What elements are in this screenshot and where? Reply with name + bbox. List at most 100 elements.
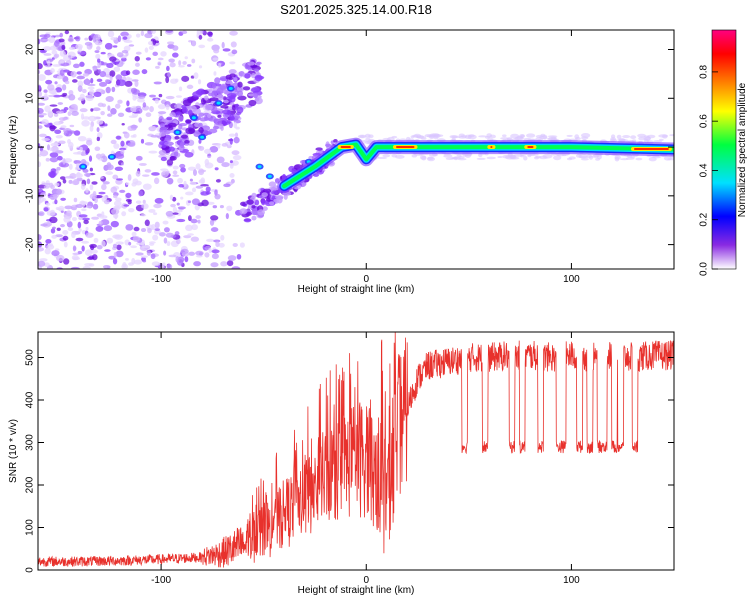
halo-blob [525, 133, 536, 138]
noise-blob [175, 239, 181, 245]
noise-blob [176, 202, 180, 206]
noise-blob [49, 125, 57, 130]
noise-blob [197, 219, 201, 224]
noise-blob [121, 211, 127, 217]
band-blob [216, 87, 224, 95]
noise-blob [229, 61, 236, 65]
noise-blob [189, 178, 193, 182]
band-blob [221, 119, 231, 126]
band-blob [247, 61, 255, 66]
noise-blob [192, 169, 197, 177]
noise-blob [50, 228, 56, 234]
noise-blob [144, 219, 150, 227]
band-blob [168, 146, 175, 152]
noise-blob [151, 172, 160, 176]
noise-blob [128, 207, 135, 213]
noise-blob [113, 200, 122, 207]
noise-blob [195, 185, 204, 189]
halo-blob [647, 134, 656, 139]
noise-blob [166, 177, 174, 185]
x-tick-label: 0 [363, 575, 369, 586]
noise-blob [213, 48, 220, 54]
noise-blob [165, 76, 170, 84]
band-blob [251, 205, 256, 209]
noise-blob [60, 197, 66, 201]
noise-blob [187, 215, 192, 222]
halo-blob [635, 157, 643, 161]
noise-blob [81, 150, 86, 156]
noise-blob [40, 223, 48, 227]
band-blob [204, 104, 213, 111]
noise-blob [191, 198, 200, 206]
band-blob [198, 127, 204, 134]
y-tick-label: 500 [25, 349, 36, 366]
snr-panel: -100 0 100 0 100 200 300 400 500 Height of strai… [8, 331, 675, 596]
noise-blob [152, 234, 159, 241]
hot-spot-core [109, 155, 114, 159]
band-blob [257, 209, 265, 216]
noise-blob [51, 50, 58, 55]
band-blob [207, 113, 212, 119]
noise-blob [67, 130, 76, 134]
noise-blob [214, 193, 221, 200]
noise-blob [43, 185, 50, 189]
halo-blob [520, 155, 525, 158]
band-blob [159, 123, 166, 128]
halo-blob [377, 156, 388, 160]
noise-blob [113, 194, 118, 199]
noise-blob [235, 126, 240, 130]
noise-blob [198, 44, 206, 49]
band-blob [237, 90, 244, 97]
noise-blob [52, 226, 56, 230]
noise-blob [41, 138, 51, 141]
hot-spot-core [228, 87, 233, 91]
band-blob [174, 103, 184, 109]
noise-blob [152, 39, 157, 46]
noise-blob [99, 215, 108, 219]
noise-blob [90, 108, 94, 112]
band-blob [164, 124, 173, 128]
noise-blob [59, 32, 64, 38]
noise-blob [52, 94, 62, 98]
halo-blob [419, 155, 427, 160]
noise-blob [43, 262, 50, 267]
halo-blob [533, 156, 540, 160]
y-tick-label: 0 [25, 144, 36, 150]
noise-blob [83, 219, 89, 225]
noise-blob [229, 137, 233, 145]
noise-blob [89, 243, 97, 249]
noise-blob [148, 208, 156, 213]
noise-blob [115, 74, 123, 81]
noise-blob [210, 262, 219, 268]
noise-blob [62, 178, 67, 184]
noise-blob [144, 142, 154, 146]
noise-blob [60, 125, 67, 129]
noise-blob [38, 69, 41, 75]
noise-blob [68, 55, 72, 58]
noise-blob [201, 199, 209, 207]
noise-blob [80, 159, 87, 165]
noise-blob [212, 205, 218, 209]
noise-blob [117, 79, 126, 87]
band-blob [209, 97, 219, 102]
noise-blob [85, 232, 94, 238]
noise-blob [96, 46, 101, 51]
noise-blob [70, 103, 78, 111]
noise-blob [172, 196, 177, 202]
noise-blob [109, 56, 117, 62]
noise-blob [140, 227, 147, 233]
noise-blob [166, 241, 171, 247]
noise-blob [121, 122, 125, 126]
noise-blob [63, 158, 73, 163]
noise-blob [207, 153, 211, 157]
noise-blob [38, 260, 46, 267]
noise-blob [110, 139, 117, 145]
noise-blob [118, 147, 127, 151]
noise-blob [153, 177, 160, 185]
band-blob [253, 92, 258, 99]
noise-blob [234, 132, 239, 138]
band-blob [179, 141, 185, 149]
noise-blob [188, 251, 196, 256]
colorbar-tick-label: 0.6 [699, 114, 710, 128]
